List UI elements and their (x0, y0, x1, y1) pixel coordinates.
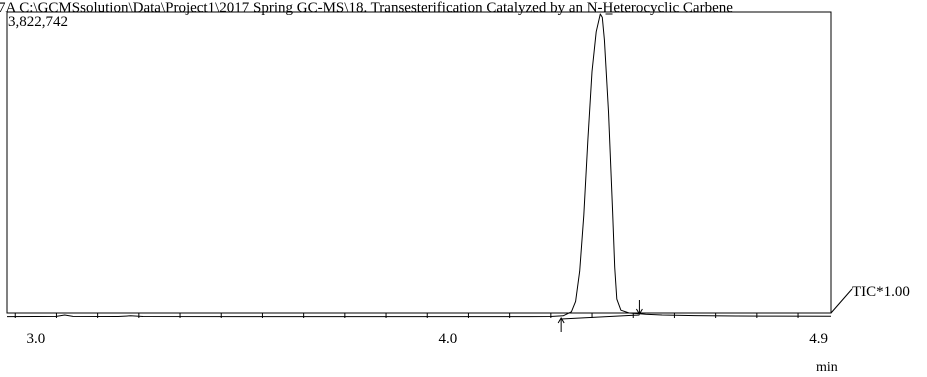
x-tick-label: 4.9 (809, 331, 828, 347)
peak-start-arrow (557, 317, 565, 332)
series-label: TIC*1.00 (852, 284, 910, 300)
series-layer (6, 13, 832, 318)
series-line-0 (6, 13, 832, 318)
header-path-text: 7A C:\GCMSsolution\Data\Project1\2017 Sp… (0, 0, 733, 16)
x-tick-label: 4.0 (438, 331, 457, 347)
x-tick-label: 3.0 (26, 331, 45, 347)
x-axis-ticks: 3.0 4.0 4.9 (14, 313, 828, 347)
x-axis-label: min (816, 360, 838, 375)
integration-baseline-layer (557, 300, 643, 332)
peak-end-arrow (635, 300, 643, 315)
series-label-leader (830, 288, 853, 314)
plot-frame (6, 11, 832, 314)
integration-baseline (561, 314, 640, 320)
y-max-label: 3,822,742 (8, 14, 68, 30)
